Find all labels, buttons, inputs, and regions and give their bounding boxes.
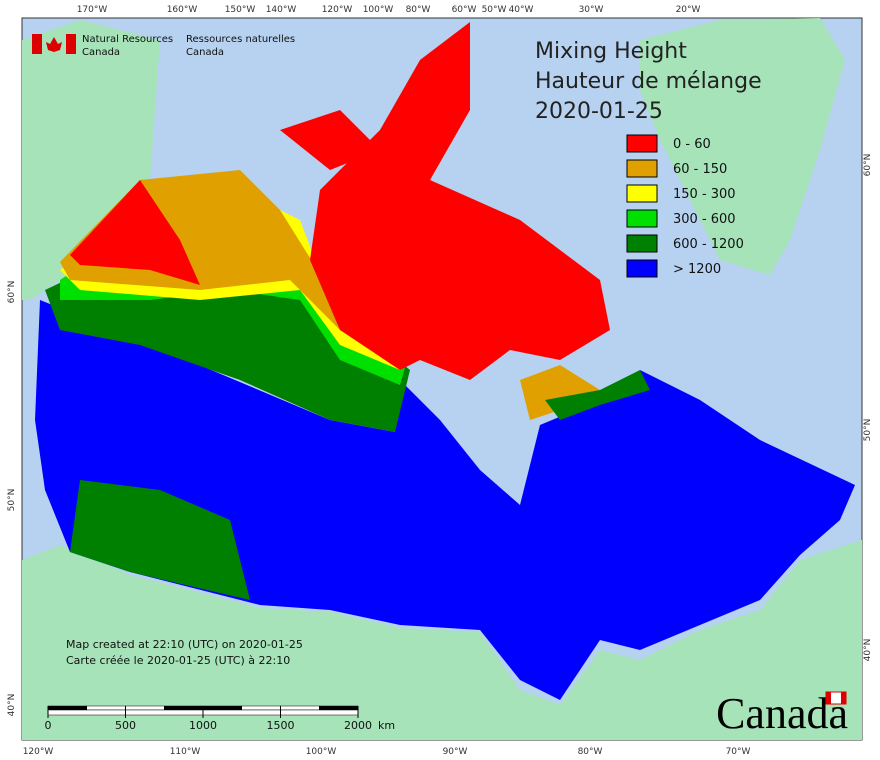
note: Carte créée le 2020-01-25 (UTC) à 22:10 (66, 654, 290, 667)
scale-segment (202, 705, 242, 711)
wordmark-flag (825, 691, 847, 705)
scale-segment (164, 705, 204, 711)
graticule-label: 140°W (266, 5, 297, 15)
scale-segment (241, 705, 281, 711)
scale-label: 0 (45, 719, 52, 732)
land (22, 18, 862, 740)
scale-segment (319, 705, 359, 711)
graticule-label: 50°W (482, 5, 507, 15)
title: Hauteur de mélange (535, 69, 762, 94)
legend-label: 600 - 1200 (673, 237, 744, 252)
scale-segment (125, 705, 165, 711)
graticule-label: 40°W (509, 5, 534, 15)
graticule-label: 120°W (23, 747, 54, 757)
legend-swatch (626, 259, 658, 278)
legend-swatch (626, 234, 658, 253)
graticule-label: 100°W (306, 747, 337, 757)
graticule-label: 90°W (443, 747, 468, 757)
legend-label: > 1200 (673, 262, 721, 277)
scale-segment (125, 709, 204, 716)
agency-en: Natural Resources (82, 34, 173, 45)
scale-segment (280, 709, 359, 716)
agency-fr: Canada (186, 47, 224, 58)
legend-label: 60 - 150 (673, 162, 727, 177)
graticule-label: 80°W (578, 747, 603, 757)
graticule-label: 60°N (7, 281, 17, 304)
scale-unit: km (378, 719, 395, 732)
legend-label: 0 - 60 (673, 137, 711, 152)
graticule-label: 60°W (452, 5, 477, 15)
scale-label: 1000 (189, 719, 217, 732)
legend-label: 150 - 300 (673, 187, 736, 202)
scale-segment (86, 705, 126, 711)
graticule-label: 160°W (167, 5, 198, 15)
note: Map created at 22:10 (UTC) on 2020-01-25 (66, 638, 303, 651)
legend-label: 300 - 600 (673, 212, 736, 227)
scale-label: 2000 (344, 719, 372, 732)
agency-en: Canada (82, 47, 120, 58)
graticule-label: 40°N (863, 639, 873, 662)
graticule-label: 40°N (7, 694, 17, 717)
scale-label: 1500 (267, 719, 295, 732)
graticule-label: 100°W (363, 5, 394, 15)
scale-segment (280, 705, 320, 711)
graticule-label: 30°W (579, 5, 604, 15)
scale-segment (47, 709, 126, 716)
scale-segment (202, 709, 281, 716)
legend-swatch (626, 134, 658, 153)
title: 2020-01-25 (535, 99, 663, 124)
title: Mixing Height (535, 39, 687, 64)
graticule-label: 60°N (863, 154, 873, 177)
graticule-label: 20°W (676, 5, 701, 15)
graticule-label: 80°W (406, 5, 431, 15)
graticule-label: 170°W (77, 5, 108, 15)
graticule-label: 110°W (170, 747, 201, 757)
graticule-label: 50°N (7, 489, 17, 512)
graticule-label: 150°W (225, 5, 256, 15)
graticule-label: 50°N (863, 419, 873, 442)
nrcan-logo (32, 34, 76, 54)
legend-swatch (626, 209, 658, 228)
legend-swatch (626, 184, 658, 203)
scale-label: 500 (115, 719, 136, 732)
graticule-label: 70°W (726, 747, 751, 757)
agency-fr: Ressources naturelles (186, 34, 295, 45)
legend-swatch (626, 159, 658, 178)
graticule-label: 120°W (322, 5, 353, 15)
mixing-height-zones (35, 22, 855, 700)
scale-segment (47, 705, 87, 711)
